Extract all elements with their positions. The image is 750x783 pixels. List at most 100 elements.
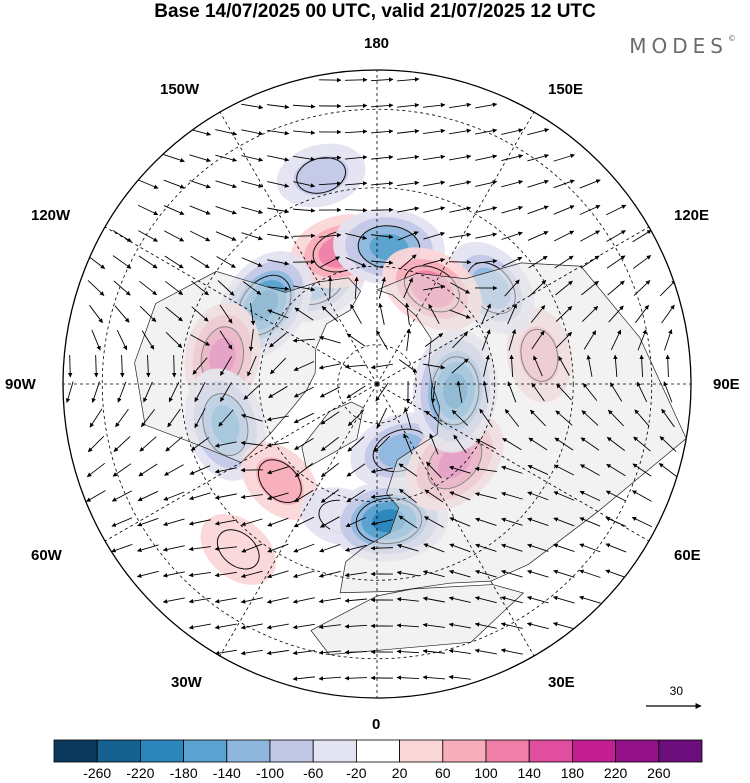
wind-vector: [136, 570, 159, 578]
wind-vector: [581, 410, 599, 426]
wind-vector: [579, 595, 601, 604]
wind-vector: [192, 357, 208, 375]
landmass: [134, 271, 362, 463]
reference-vector-label: 30: [669, 684, 683, 698]
wind-vector: [475, 154, 498, 161]
wind-vector: [292, 338, 316, 343]
wind-vector: [214, 649, 237, 656]
wind-vector: [501, 256, 523, 268]
wind-vector: [220, 382, 232, 402]
colorbar-swatch: [528, 739, 573, 763]
wind-vector: [319, 335, 341, 344]
wind-vector: [345, 516, 367, 528]
wind-vector: [474, 622, 497, 629]
wind-vector: [318, 363, 341, 370]
wind-vector: [318, 571, 341, 578]
wind-vector: [194, 382, 206, 403]
wind-vector: [344, 364, 367, 369]
wind-vector: [422, 622, 445, 628]
wind-vector: [451, 409, 469, 427]
wind-vector: [475, 438, 497, 450]
wind-vector: [241, 518, 263, 527]
meridian-line: [219, 383, 378, 657]
label-lon-150e: 150E: [548, 81, 584, 98]
wind-vector: [266, 415, 289, 422]
wind-vector: [527, 569, 549, 578]
wind-vector: [267, 466, 289, 475]
wind-vector: [214, 441, 237, 448]
wind-vector: [111, 543, 133, 553]
colorbar-swatch: [399, 739, 444, 763]
wind-vector: [163, 179, 185, 189]
wind-vector: [370, 519, 393, 526]
wind-vector: [344, 571, 367, 578]
wind-vector: [87, 280, 105, 296]
wind-vector: [501, 231, 523, 240]
wind-vector: [423, 206, 446, 213]
wind-vector: [530, 305, 546, 323]
colorbar-tick-label: -260: [83, 765, 112, 781]
colorbar-swatch: [96, 739, 141, 763]
wind-vector: [87, 435, 105, 453]
wind-vector: [165, 436, 183, 452]
label-lon-180: 180: [364, 35, 390, 52]
wind-vector: [347, 436, 365, 452]
wind-vector: [586, 354, 593, 377]
wind-vector: [269, 332, 287, 348]
wind-vector: [423, 284, 446, 291]
wind-vector: [219, 330, 233, 350]
wind-vector: [664, 329, 673, 351]
wind-vector: [318, 676, 342, 681]
wind-vector: [117, 381, 127, 403]
wind-vector: [606, 436, 626, 452]
colorbar-swatch: [355, 739, 400, 763]
wind-vector: [112, 463, 132, 477]
wind-vector: [606, 255, 626, 269]
wind-vector: [501, 128, 524, 135]
wind-vector: [424, 333, 444, 347]
wind-vector: [164, 464, 184, 476]
wind-vector: [240, 440, 263, 446]
wind-vector: [481, 329, 491, 351]
wind-vector: [658, 463, 678, 477]
wind-vector: [137, 490, 159, 502]
colorbar-tick-label: -20: [346, 765, 367, 781]
wind-vector: [449, 465, 471, 474]
wind-vector: [376, 330, 388, 350]
meridian-line: [376, 383, 650, 542]
wind-vector: [214, 467, 237, 474]
wind-vector: [240, 494, 263, 500]
wind-vector: [140, 408, 156, 428]
wind-vector: [396, 570, 419, 577]
wind-vector: [344, 103, 368, 108]
wind-vector: [448, 674, 471, 680]
wind-vector: [581, 280, 599, 296]
wind-vector: [475, 258, 498, 264]
wind-vector: [293, 386, 314, 398]
wind-vector: [398, 463, 418, 477]
colorbar-tick-label: 20: [391, 765, 408, 781]
wind-vector: [188, 519, 211, 526]
colorbar-tick-label: 60: [435, 765, 451, 781]
wind-vector: [553, 543, 575, 552]
wind-vector: [189, 180, 211, 189]
wind-vector: [448, 622, 471, 629]
wind-vector: [403, 406, 412, 429]
wind-vector: [605, 569, 627, 579]
wind-vector: [346, 333, 366, 347]
wind-vector: [318, 597, 341, 604]
wind-vector: [530, 409, 546, 427]
wind-vector: [320, 436, 339, 452]
wind-vector: [526, 622, 549, 630]
wind-vector: [579, 490, 601, 502]
wind-vector: [636, 381, 648, 403]
wind-vector: [242, 281, 262, 295]
modes-logo: MODES©: [629, 34, 736, 58]
wind-vector: [474, 648, 497, 655]
wind-vector: [162, 545, 185, 552]
brand-name: MODES: [629, 34, 728, 58]
wind-vector: [397, 180, 420, 186]
wind-vector: [292, 104, 316, 109]
wind-vector: [294, 307, 314, 321]
